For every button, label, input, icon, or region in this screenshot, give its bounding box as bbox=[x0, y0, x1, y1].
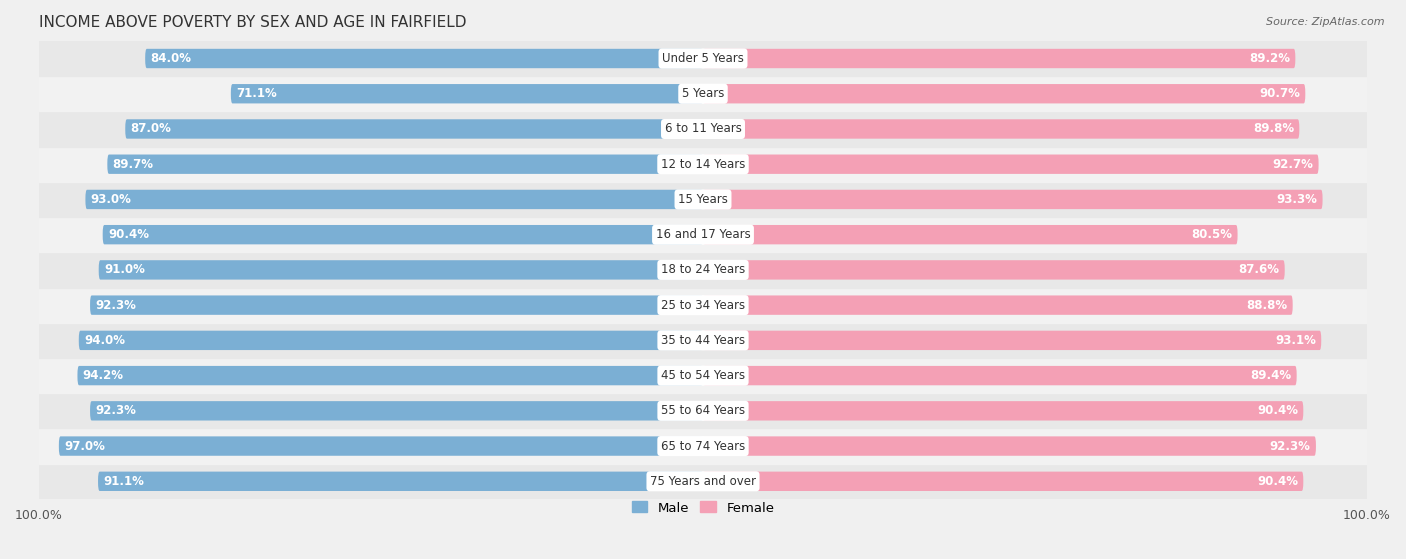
Text: Source: ZipAtlas.com: Source: ZipAtlas.com bbox=[1267, 17, 1385, 27]
Bar bbox=[39, 287, 1367, 323]
Text: 15 Years: 15 Years bbox=[678, 193, 728, 206]
Text: 6 to 11 Years: 6 to 11 Years bbox=[665, 122, 741, 135]
Text: 84.0%: 84.0% bbox=[150, 52, 191, 65]
FancyBboxPatch shape bbox=[703, 366, 1296, 385]
Text: 55 to 64 Years: 55 to 64 Years bbox=[661, 404, 745, 418]
Text: 90.4%: 90.4% bbox=[108, 228, 149, 241]
Text: 94.0%: 94.0% bbox=[84, 334, 125, 347]
FancyBboxPatch shape bbox=[703, 190, 1323, 209]
Text: 97.0%: 97.0% bbox=[65, 439, 105, 453]
Legend: Male, Female: Male, Female bbox=[626, 496, 780, 520]
Text: 94.2%: 94.2% bbox=[83, 369, 124, 382]
FancyBboxPatch shape bbox=[145, 49, 703, 68]
Text: 89.4%: 89.4% bbox=[1250, 369, 1291, 382]
Text: 92.3%: 92.3% bbox=[96, 404, 136, 418]
FancyBboxPatch shape bbox=[703, 437, 1316, 456]
Text: 91.1%: 91.1% bbox=[104, 475, 145, 488]
FancyBboxPatch shape bbox=[125, 119, 703, 139]
Text: INCOME ABOVE POVERTY BY SEX AND AGE IN FAIRFIELD: INCOME ABOVE POVERTY BY SEX AND AGE IN F… bbox=[39, 15, 467, 30]
Text: 91.0%: 91.0% bbox=[104, 263, 145, 276]
FancyBboxPatch shape bbox=[703, 154, 1319, 174]
Text: 71.1%: 71.1% bbox=[236, 87, 277, 100]
Text: 90.4%: 90.4% bbox=[1257, 404, 1298, 418]
FancyBboxPatch shape bbox=[703, 84, 1305, 103]
Text: 89.8%: 89.8% bbox=[1253, 122, 1294, 135]
Text: 12 to 14 Years: 12 to 14 Years bbox=[661, 158, 745, 170]
FancyBboxPatch shape bbox=[703, 225, 1237, 244]
FancyBboxPatch shape bbox=[90, 401, 703, 420]
Text: 75 Years and over: 75 Years and over bbox=[650, 475, 756, 488]
FancyBboxPatch shape bbox=[703, 296, 1292, 315]
Bar bbox=[39, 393, 1367, 428]
FancyBboxPatch shape bbox=[90, 296, 703, 315]
FancyBboxPatch shape bbox=[703, 472, 1303, 491]
Text: 92.3%: 92.3% bbox=[96, 299, 136, 311]
FancyBboxPatch shape bbox=[231, 84, 703, 103]
Text: 90.7%: 90.7% bbox=[1260, 87, 1301, 100]
FancyBboxPatch shape bbox=[77, 366, 703, 385]
Bar bbox=[39, 252, 1367, 287]
FancyBboxPatch shape bbox=[59, 437, 703, 456]
Bar bbox=[39, 111, 1367, 146]
Text: 93.3%: 93.3% bbox=[1277, 193, 1317, 206]
Bar bbox=[39, 76, 1367, 111]
Text: 45 to 54 Years: 45 to 54 Years bbox=[661, 369, 745, 382]
FancyBboxPatch shape bbox=[703, 331, 1322, 350]
Bar bbox=[39, 41, 1367, 76]
Text: 80.5%: 80.5% bbox=[1191, 228, 1232, 241]
Text: 93.0%: 93.0% bbox=[91, 193, 132, 206]
Text: 87.0%: 87.0% bbox=[131, 122, 172, 135]
Bar bbox=[39, 428, 1367, 463]
Bar bbox=[39, 323, 1367, 358]
FancyBboxPatch shape bbox=[79, 331, 703, 350]
FancyBboxPatch shape bbox=[86, 190, 703, 209]
Text: 93.1%: 93.1% bbox=[1275, 334, 1316, 347]
Bar bbox=[39, 463, 1367, 499]
FancyBboxPatch shape bbox=[103, 225, 703, 244]
FancyBboxPatch shape bbox=[703, 119, 1299, 139]
Text: 89.2%: 89.2% bbox=[1249, 52, 1291, 65]
Text: Under 5 Years: Under 5 Years bbox=[662, 52, 744, 65]
Bar bbox=[39, 358, 1367, 393]
Bar bbox=[39, 182, 1367, 217]
Text: 88.8%: 88.8% bbox=[1246, 299, 1288, 311]
Bar bbox=[39, 146, 1367, 182]
FancyBboxPatch shape bbox=[703, 49, 1295, 68]
Text: 35 to 44 Years: 35 to 44 Years bbox=[661, 334, 745, 347]
FancyBboxPatch shape bbox=[98, 260, 703, 280]
Bar bbox=[39, 217, 1367, 252]
Text: 25 to 34 Years: 25 to 34 Years bbox=[661, 299, 745, 311]
Text: 92.7%: 92.7% bbox=[1272, 158, 1313, 170]
FancyBboxPatch shape bbox=[703, 260, 1285, 280]
Text: 87.6%: 87.6% bbox=[1239, 263, 1279, 276]
Text: 18 to 24 Years: 18 to 24 Years bbox=[661, 263, 745, 276]
Text: 5 Years: 5 Years bbox=[682, 87, 724, 100]
FancyBboxPatch shape bbox=[98, 472, 703, 491]
Text: 92.3%: 92.3% bbox=[1270, 439, 1310, 453]
Text: 16 and 17 Years: 16 and 17 Years bbox=[655, 228, 751, 241]
Text: 90.4%: 90.4% bbox=[1257, 475, 1298, 488]
FancyBboxPatch shape bbox=[107, 154, 703, 174]
Text: 89.7%: 89.7% bbox=[112, 158, 153, 170]
Text: 65 to 74 Years: 65 to 74 Years bbox=[661, 439, 745, 453]
FancyBboxPatch shape bbox=[703, 401, 1303, 420]
